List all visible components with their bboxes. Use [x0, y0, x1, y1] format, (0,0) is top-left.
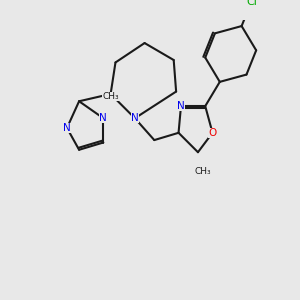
Text: N: N — [131, 113, 139, 123]
Text: O: O — [208, 128, 217, 138]
Text: Cl: Cl — [246, 0, 257, 7]
Text: N: N — [100, 113, 107, 123]
Text: N: N — [63, 123, 71, 133]
Text: CH₃: CH₃ — [102, 92, 119, 101]
Text: N: N — [177, 101, 185, 111]
Text: CH₃: CH₃ — [194, 167, 211, 176]
